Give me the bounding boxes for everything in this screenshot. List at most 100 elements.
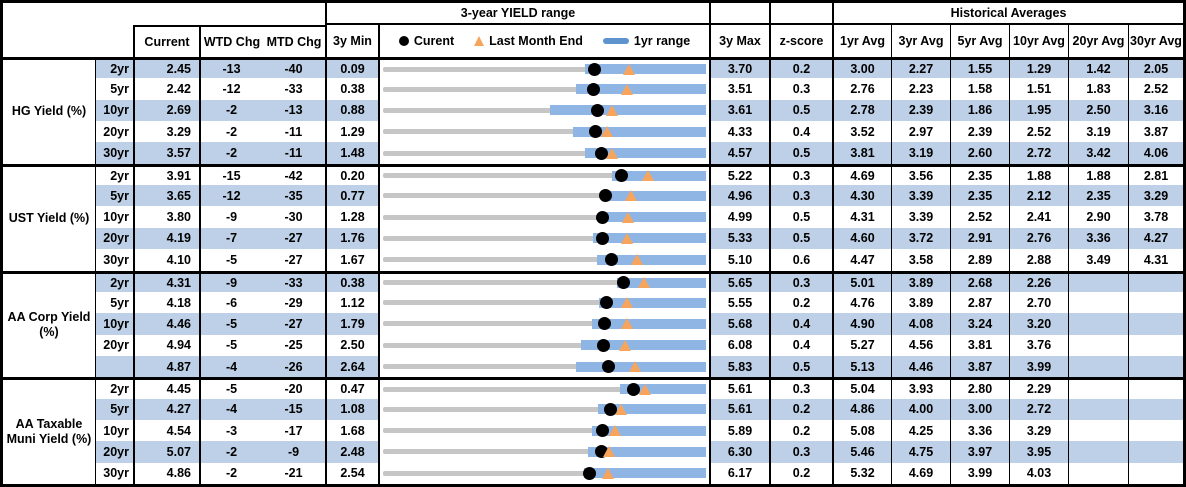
z-score-cell: 0.5 xyxy=(769,99,832,122)
range-bar-1yr xyxy=(602,190,706,201)
avg-cell-1yr-avg: 4.31 xyxy=(832,206,891,228)
min-3y-cell: 1.68 xyxy=(325,419,378,442)
max-3y-cell: 5.61 xyxy=(709,398,769,420)
range-bar-1yr xyxy=(549,105,706,116)
range-chart xyxy=(378,355,709,378)
range-chart xyxy=(378,163,709,186)
z-score-cell: 0.3 xyxy=(769,441,832,463)
max-3y-cell: 5.55 xyxy=(709,291,769,314)
last-month-marker xyxy=(600,126,613,138)
range-bar-1yr xyxy=(575,84,706,95)
min-3y-cell: 0.47 xyxy=(325,377,378,399)
current-cell: 2.42 xyxy=(133,78,199,100)
range-line-3y xyxy=(383,280,706,286)
range-line-3y xyxy=(383,406,706,412)
current-marker xyxy=(596,231,610,245)
range-chart xyxy=(378,57,709,79)
range-legend-bar-icon xyxy=(602,38,629,44)
avg-cell-1yr-avg: 2.76 xyxy=(832,78,891,100)
avg-cell-30yr-avg xyxy=(1128,419,1183,442)
last-month-marker xyxy=(639,383,652,395)
avg-cell-5yr-avg: 2.80 xyxy=(950,377,1009,399)
current-cell: 3.91 xyxy=(133,163,199,186)
current-cell: 3.29 xyxy=(133,121,199,143)
avg-cell-3yr-avg: 4.08 xyxy=(891,313,950,335)
avg-cell-5yr-avg: 1.86 xyxy=(950,99,1009,122)
chart-legend: Curent Last Month End 1yr range xyxy=(378,25,709,57)
last-month-marker xyxy=(619,339,632,351)
mtd-chg-cell: -25 xyxy=(284,338,303,353)
avg-cell-20yr-avg: 1.83 xyxy=(1068,78,1128,100)
avg-cell-1yr-avg: 4.60 xyxy=(832,227,891,250)
mtd-chg-cell: -13 xyxy=(262,99,325,122)
avg-cell-3yr-avg: 4.25 xyxy=(891,419,950,442)
avg-cell-30yr-avg xyxy=(1128,355,1183,378)
mtd-chg-cell: -30 xyxy=(284,210,303,225)
current-cell: 4.86 xyxy=(133,462,199,484)
avg-cell-30yr-avg xyxy=(1128,462,1183,484)
avg-cell-10yr-avg: 1.29 xyxy=(1009,57,1068,79)
maturity-cell: 5yr xyxy=(95,78,133,100)
current-cell: 4.10 xyxy=(133,249,199,271)
avg-cell-5yr-avg: 3.00 xyxy=(950,398,1009,420)
range-chart xyxy=(378,185,709,207)
range-bar-1yr xyxy=(576,361,706,372)
avg-cell-10yr-avg: 2.41 xyxy=(1009,206,1068,228)
z-score-cell: 0.3 xyxy=(769,163,832,186)
legend-item-current: Curent xyxy=(398,34,454,48)
z-score-cell: 0.4 xyxy=(769,313,832,335)
last-month-legend-triangle-icon xyxy=(474,36,485,46)
maturity-cell: 30yr xyxy=(95,249,133,271)
range-bar-1yr xyxy=(584,468,706,479)
current-marker xyxy=(626,382,640,396)
avg-cell-30yr-avg xyxy=(1128,334,1183,356)
range-chart xyxy=(378,249,709,271)
max-3y-cell: 6.08 xyxy=(709,334,769,356)
avg-cell-5yr-avg: 2.89 xyxy=(950,249,1009,271)
max-3y-cell: 5.68 xyxy=(709,313,769,335)
z-score-cell: 0.4 xyxy=(769,121,832,143)
current-cell: 3.65 xyxy=(133,185,199,207)
mtd-chg-cell: -42 xyxy=(262,163,325,185)
wtd-chg-cell: -5 xyxy=(199,313,262,335)
mtd-chg-cell: -35 xyxy=(262,185,325,207)
avg-cell-20yr-avg: 3.36 xyxy=(1068,227,1128,250)
maturity-cell xyxy=(95,355,133,378)
maturity-cell: 20yr xyxy=(95,227,133,250)
avg-cell-30yr-avg xyxy=(1128,441,1183,463)
range-chart xyxy=(378,142,709,164)
avg-cell-3yr-avg: 3.72 xyxy=(891,227,950,250)
z-score-cell: 0.3 xyxy=(769,78,832,100)
avg-cell-10yr-avg: 3.99 xyxy=(1009,355,1068,378)
avg-cell-30yr-avg xyxy=(1128,398,1183,420)
last-month-marker xyxy=(601,467,614,479)
last-month-marker xyxy=(623,63,636,75)
range-line-3y xyxy=(383,342,706,348)
max-3y-cell: 5.22 xyxy=(709,163,769,186)
range-chart xyxy=(378,227,709,250)
col-header-20yr-avg: 20yr Avg xyxy=(1068,25,1128,57)
range-bar-1yr xyxy=(596,254,706,265)
maturity-cell: 20yr xyxy=(95,121,133,143)
avg-cell-20yr-avg: 1.42 xyxy=(1068,57,1128,79)
avg-cell-1yr-avg: 5.46 xyxy=(832,441,891,463)
header-spacer-left xyxy=(3,25,133,57)
current-cell: 3.80 xyxy=(133,206,199,228)
avg-cell-5yr-avg: 2.68 xyxy=(950,270,1009,292)
mtd-chg-cell: -9 xyxy=(262,441,325,463)
mtd-chg-cell: -26 xyxy=(262,355,325,378)
last-month-marker xyxy=(642,170,655,182)
avg-cell-1yr-avg: 5.27 xyxy=(832,334,891,356)
z-score-cell: 0.2 xyxy=(769,398,832,420)
max-3y-cell: 5.83 xyxy=(709,355,769,378)
range-chart xyxy=(378,78,709,100)
last-month-marker xyxy=(622,211,634,223)
range-line-3y xyxy=(383,129,706,135)
col-header-1yr-avg: 1yr Avg xyxy=(832,25,891,57)
legend-last-month-label: Last Month End xyxy=(489,34,583,48)
avg-cell-20yr-avg xyxy=(1068,313,1128,335)
max-3y-cell: 6.30 xyxy=(709,441,769,463)
avg-cell-10yr-avg: 2.76 xyxy=(1009,227,1068,250)
avg-cell-5yr-avg: 1.58 xyxy=(950,78,1009,100)
avg-cell-30yr-avg: 2.52 xyxy=(1128,78,1183,100)
